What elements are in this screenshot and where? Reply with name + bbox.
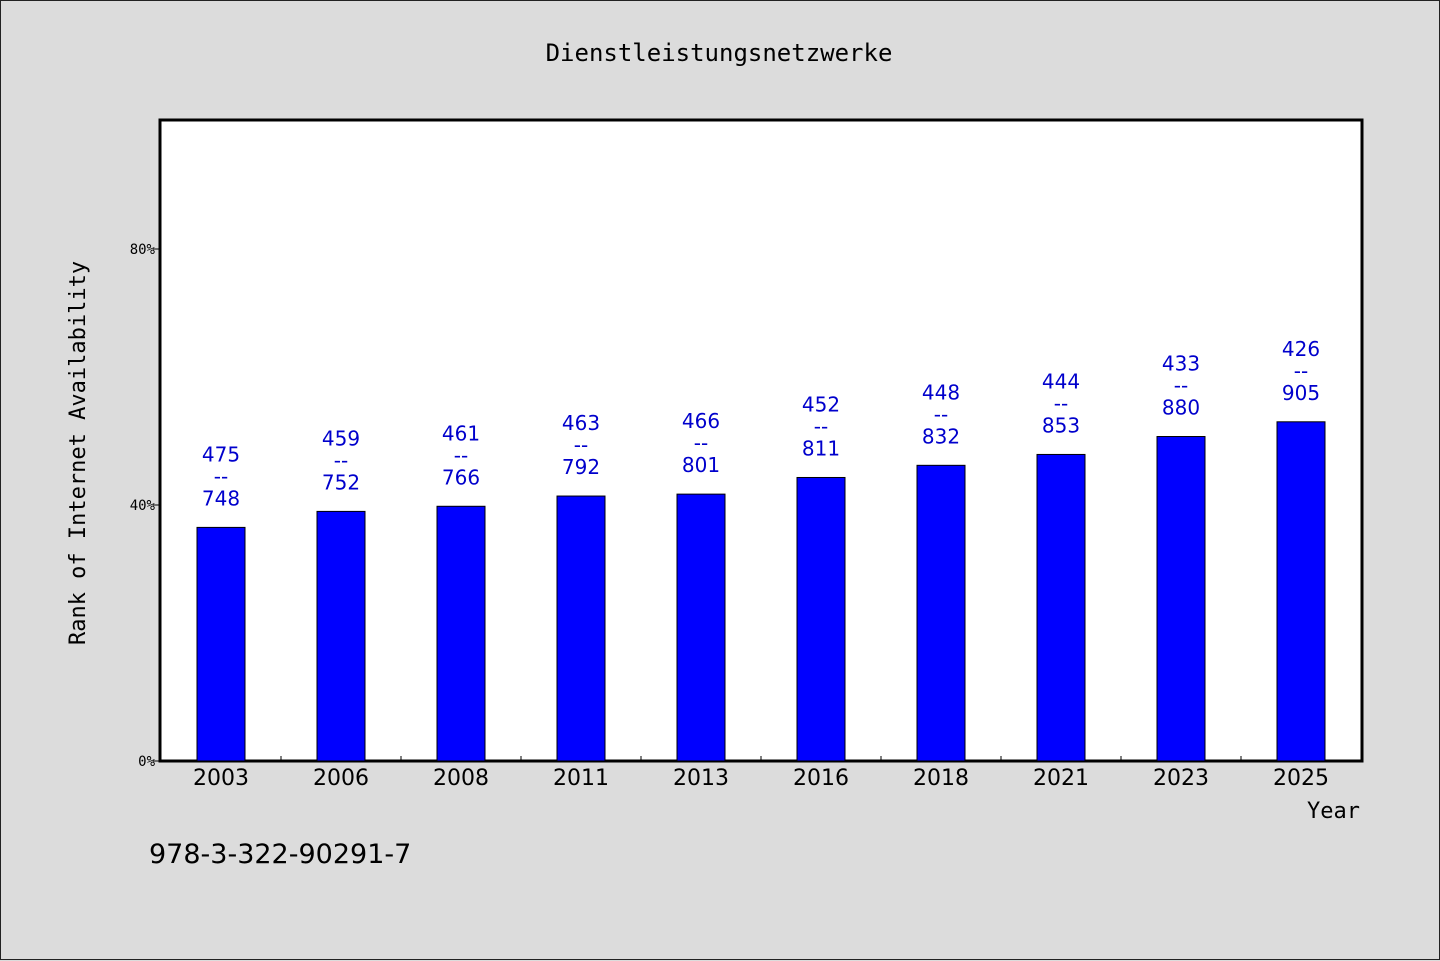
data-label-bottom: 766	[442, 465, 480, 489]
data-label-top: 452	[802, 392, 840, 416]
y-axis: 0% 40% 80%	[130, 242, 161, 770]
x-tick-label: 2003	[193, 766, 249, 791]
data-label-top: 459	[322, 426, 360, 450]
data-label-separator: --	[574, 433, 588, 457]
data-label-separator: --	[1294, 359, 1308, 383]
bar	[676, 493, 726, 762]
data-label-separator: --	[454, 443, 468, 467]
bar	[316, 510, 366, 762]
y-tick-label: 40%	[130, 498, 156, 514]
data-label-separator: --	[334, 448, 348, 472]
data-label-separator: --	[814, 414, 828, 438]
bar	[436, 505, 486, 762]
data-label-bottom: 792	[562, 455, 600, 479]
bars-group	[196, 421, 1326, 762]
data-label-top: 448	[922, 380, 960, 404]
data-label-bottom: 853	[1042, 413, 1080, 437]
isbn-footer: 978-3-322-90291-7	[149, 839, 411, 870]
x-tick-label: 2025	[1273, 766, 1329, 791]
data-label-top: 463	[562, 411, 600, 435]
x-tick-label: 2023	[1153, 766, 1209, 791]
data-label-top: 461	[442, 421, 480, 445]
data-label-separator: --	[1054, 391, 1068, 415]
data-label-top: 475	[202, 442, 240, 466]
data-label-bottom: 905	[1282, 381, 1320, 405]
data-label-bottom: 801	[682, 453, 720, 477]
data-labels-group: 475--748459--752461--766463--792466--801…	[202, 337, 1320, 511]
data-label-bottom: 880	[1162, 396, 1200, 420]
chart-title: Dienstleistungsnetzwerke	[546, 39, 893, 67]
x-tick-label: 2021	[1033, 766, 1089, 791]
y-axis-label: Rank of Internet Availability	[66, 261, 91, 645]
x-tick-label: 2008	[433, 766, 489, 791]
bar	[796, 476, 846, 762]
data-label-top: 433	[1162, 352, 1200, 376]
data-label-separator: --	[1174, 374, 1188, 398]
bar	[1276, 421, 1326, 762]
data-label-top: 466	[682, 409, 720, 433]
data-label-separator: --	[214, 464, 228, 488]
bar	[1036, 453, 1086, 762]
x-tick-label: 2011	[553, 766, 609, 791]
x-axis-label: Year	[1307, 799, 1360, 824]
bar	[196, 526, 246, 762]
data-label-top: 426	[1282, 337, 1320, 361]
x-axis: 2003 2006 2008 2011 2013 2016 2018 2021 2023 2025	[193, 756, 1329, 791]
x-tick-label: 2018	[913, 766, 969, 791]
x-tick-label: 2016	[793, 766, 849, 791]
data-label-top: 444	[1042, 369, 1080, 393]
bar	[1156, 436, 1206, 762]
data-label-bottom: 811	[802, 436, 840, 460]
x-tick-label: 2006	[313, 766, 369, 791]
data-label-separator: --	[934, 402, 948, 426]
x-tick-label: 2013	[673, 766, 729, 791]
data-label-separator: --	[694, 431, 708, 455]
bar	[916, 464, 966, 762]
y-tick-label: 0%	[138, 754, 155, 770]
data-label-bottom: 752	[322, 470, 360, 494]
bar	[556, 495, 606, 762]
y-tick-label: 80%	[130, 242, 156, 258]
data-label-bottom: 748	[202, 486, 240, 510]
data-label-bottom: 832	[922, 424, 960, 448]
